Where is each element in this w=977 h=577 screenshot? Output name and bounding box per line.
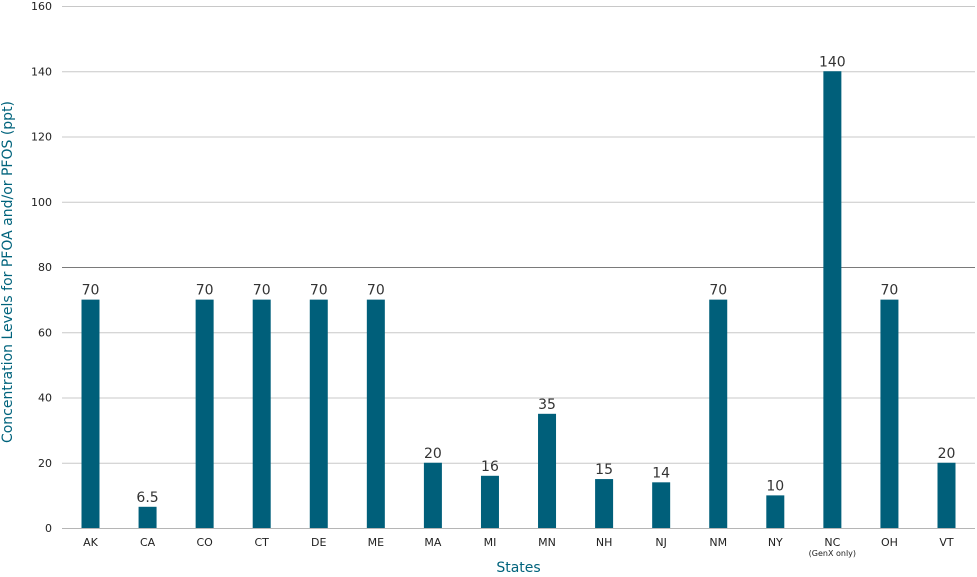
x-tick-label-vt: VT — [939, 536, 954, 549]
bar-de — [309, 299, 328, 528]
data-label-oh: 70 — [881, 283, 899, 299]
data-label-ny: 10 — [766, 478, 784, 494]
data-labels: 70 6.5 70 70 70 70 20 16 35 15 14 70 10 140 70 20 — [82, 54, 956, 506]
bar-nj — [652, 482, 671, 528]
data-label-ma: 20 — [424, 446, 442, 462]
x-axis-title: States — [496, 560, 540, 576]
y-tick-label-20: 20 — [38, 457, 52, 470]
y-tick-label-120: 120 — [31, 131, 52, 144]
bar-co — [195, 299, 214, 528]
x-tick-label-nm: NM — [709, 536, 727, 549]
y-tick-label-160: 160 — [31, 0, 52, 13]
x-tick-label-de: DE — [311, 536, 326, 549]
data-label-mi: 16 — [481, 459, 499, 475]
y-tick-label-80: 80 — [38, 261, 52, 274]
y-axis-title: Concentration Levels for PFOA and/or PFO… — [0, 101, 16, 443]
data-label-nj: 14 — [652, 465, 670, 481]
x-tick-sublabel-nc: (GenX only) — [809, 549, 856, 558]
y-tick-label-140: 140 — [31, 65, 52, 78]
bar-ct — [252, 299, 271, 528]
bar-me — [366, 299, 385, 528]
x-tick-label-mi: MI — [484, 536, 497, 549]
data-label-mn: 35 — [538, 397, 556, 413]
bar-ny — [766, 495, 785, 528]
data-label-ct: 70 — [253, 283, 271, 299]
data-label-de: 70 — [310, 283, 328, 299]
x-tick-label-ny: NY — [768, 536, 783, 549]
data-label-nc: 140 — [819, 54, 846, 70]
data-label-vt: 20 — [938, 446, 956, 462]
bar-ak — [81, 299, 100, 528]
data-label-nh: 15 — [595, 462, 613, 478]
bar-nh — [595, 479, 614, 528]
data-label-nm: 70 — [709, 283, 727, 299]
x-tick-label-me: ME — [368, 536, 384, 549]
x-tick-labels: AK CA CO CT DE ME MA MI MN NH NJ NM NY NC(GenX only) O… — [83, 536, 954, 558]
y-tick-label-100: 100 — [31, 196, 52, 209]
x-tick-label-mn: MN — [538, 536, 556, 549]
x-tick-label-oh: OH — [881, 536, 898, 549]
data-label-co: 70 — [196, 283, 214, 299]
bar-mi — [480, 475, 499, 528]
y-tick-label-60: 60 — [38, 326, 52, 339]
bar-nm — [709, 299, 728, 528]
x-tick-label-ca: CA — [140, 536, 156, 549]
bar-oh — [880, 299, 899, 528]
bar-ma — [423, 462, 442, 528]
x-tick-label-nc: NC — [824, 536, 840, 549]
x-tick-label-ct: CT — [254, 536, 269, 549]
bars — [81, 71, 956, 528]
data-label-me: 70 — [367, 283, 385, 299]
y-tick-label-0: 0 — [45, 522, 52, 535]
y-tick-labels: 0 20 40 60 80 100 120 140 160 — [31, 0, 52, 535]
x-tick-label-ma: MA — [424, 536, 441, 549]
x-tick-label-nj: NJ — [655, 536, 666, 549]
bar-vt — [937, 462, 956, 528]
x-tick-label-co: CO — [196, 536, 213, 549]
bar-nc — [823, 71, 842, 528]
bar-ca — [138, 506, 157, 528]
data-label-ca: 6.5 — [136, 490, 158, 506]
bar-mn — [538, 413, 557, 528]
x-tick-label-ak: AK — [83, 536, 99, 549]
y-tick-label-40: 40 — [38, 392, 52, 405]
x-tick-label-nh: NH — [596, 536, 613, 549]
gridlines — [62, 6, 975, 529]
data-label-ak: 70 — [82, 283, 100, 299]
